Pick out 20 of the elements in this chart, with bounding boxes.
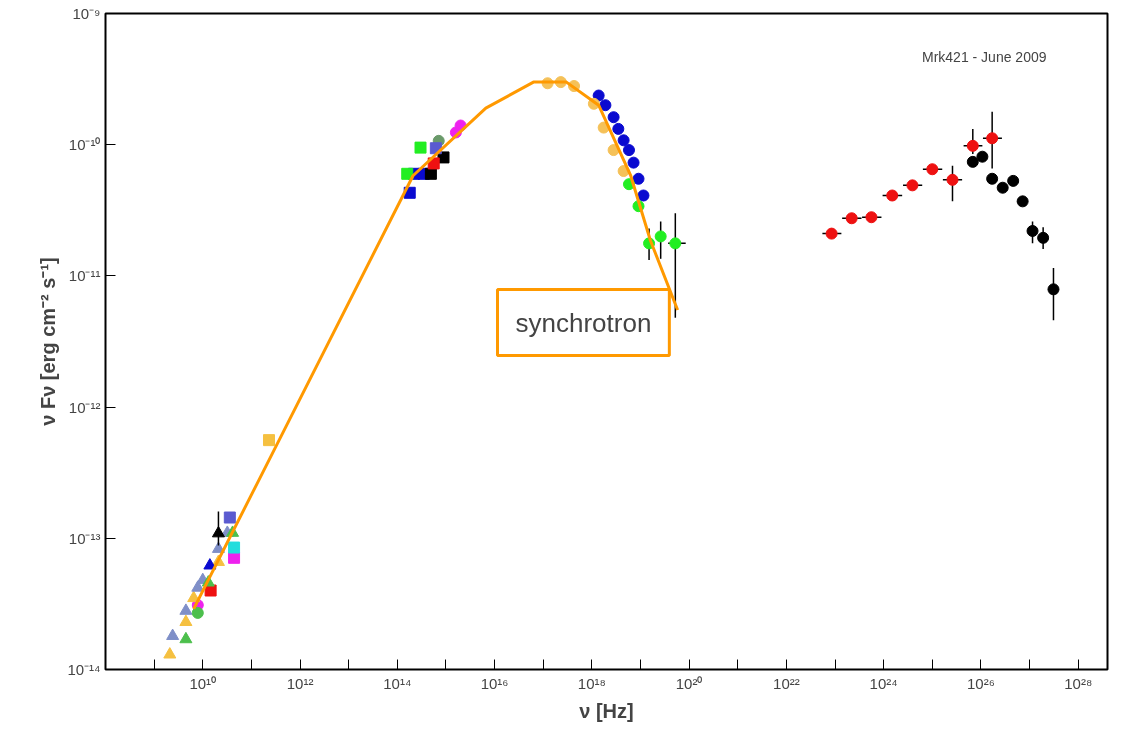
x-tick-label: 10²⁴: [869, 674, 898, 692]
x-tick-label: 10¹²: [286, 674, 314, 692]
x-tick-label: 10²⁶: [967, 674, 995, 692]
y-tick-label: 10⁻¹¹: [68, 267, 101, 285]
x-axis-title: ν [Hz]: [579, 699, 634, 722]
x-tick-label: 10²²: [773, 674, 800, 692]
series-label: synchrotron: [515, 307, 652, 338]
y-tick-label: 10⁻¹³: [68, 529, 101, 547]
y-tick-label: 10⁻¹²: [68, 398, 101, 416]
y-axis-title: ν Fν [erg cm⁻² s⁻¹]: [37, 257, 60, 426]
x-tick-label: 10¹⁶: [480, 674, 509, 692]
x-tick-label: 10¹⁰: [189, 674, 217, 692]
x-tick-label: 10¹⁸: [577, 674, 606, 692]
x-tick-label: 10¹⁴: [383, 674, 412, 692]
y-tick-label: 10⁻⁹: [72, 5, 101, 22]
x-tick-label: 10²⁰: [675, 674, 703, 692]
x-tick-label: 10²⁸: [1064, 674, 1093, 692]
y-tick-label: 10⁻¹⁰: [68, 136, 101, 154]
annotation: Mrk421 - June 2009: [921, 48, 1047, 65]
y-tick-label: 10⁻¹⁴: [67, 661, 101, 678]
